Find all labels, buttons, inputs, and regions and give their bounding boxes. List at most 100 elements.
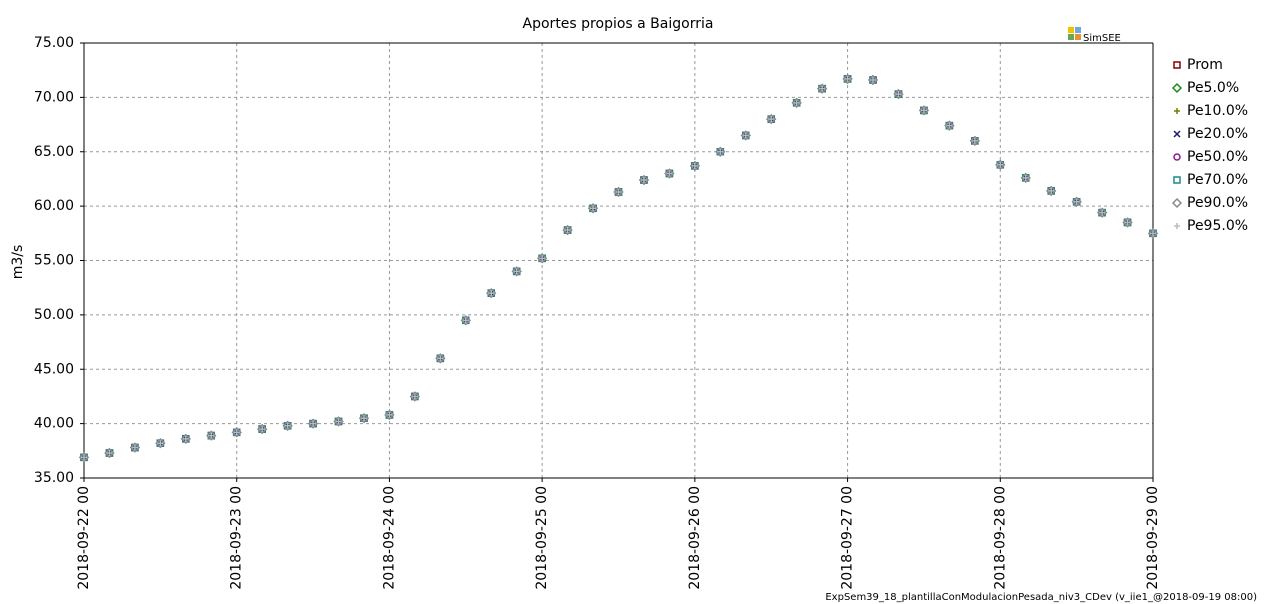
data-point <box>411 393 418 400</box>
data-point <box>564 227 571 234</box>
y-tick-label: 50.00 <box>34 307 74 323</box>
x-tick-label: 2018-09-25 00 <box>534 486 550 590</box>
legend-label: Prom <box>1187 57 1223 73</box>
x-tick-label: 2018-09-24 00 <box>381 486 397 590</box>
data-point <box>1071 196 1082 207</box>
data-point <box>233 429 240 436</box>
x-tick-label: 2018-09-29 00 <box>1145 486 1161 590</box>
data-point <box>946 122 953 129</box>
data-point <box>208 432 215 439</box>
data-point <box>488 290 495 297</box>
data-point <box>310 420 317 427</box>
data-point <box>893 89 904 100</box>
data-point <box>1097 207 1108 218</box>
data-point <box>333 416 344 427</box>
data-point <box>1122 217 1133 228</box>
data-point <box>717 148 724 155</box>
x-tick-label: 2018-09-28 00 <box>992 486 1008 590</box>
legend-marker <box>1173 130 1181 138</box>
data-point <box>155 438 166 449</box>
data-point <box>384 409 395 420</box>
y-tick-label: 75.00 <box>34 35 74 51</box>
data-point <box>106 449 113 456</box>
y-tick-label: 70.00 <box>34 89 74 105</box>
data-point <box>638 174 650 186</box>
data-point <box>129 442 140 453</box>
data-point <box>1150 230 1156 237</box>
data-point <box>562 224 573 236</box>
y-tick-label: 65.00 <box>34 144 74 160</box>
data-point <box>613 186 624 198</box>
data-point <box>409 391 420 402</box>
data-point <box>817 83 828 94</box>
data-point <box>104 447 115 459</box>
data-point <box>615 188 622 195</box>
data-point <box>867 74 879 86</box>
data-point <box>335 418 342 425</box>
data-point <box>895 91 902 98</box>
data-point <box>944 120 955 131</box>
data-point <box>257 424 268 435</box>
data-point <box>259 426 266 433</box>
data-point <box>666 170 673 177</box>
legend-marker <box>1174 108 1180 114</box>
chart-title: Aportes propios a Baigorria <box>523 16 714 32</box>
data-point <box>206 430 217 441</box>
y-axis-label: m3/s <box>10 245 26 280</box>
data-point <box>742 132 749 139</box>
y-tick-label: 45.00 <box>34 361 74 377</box>
data-point <box>537 253 548 264</box>
legend-label: Pe70.0% <box>1187 172 1248 188</box>
data-point <box>740 130 751 141</box>
data-point <box>1048 187 1055 194</box>
data-point <box>766 114 777 125</box>
data-point <box>590 205 597 212</box>
data-point <box>920 107 927 114</box>
data-point <box>81 454 87 461</box>
data-point <box>768 116 775 123</box>
data-point <box>689 160 700 171</box>
data-point <box>791 97 802 108</box>
data-point <box>360 415 367 422</box>
data-point <box>282 420 293 431</box>
x-tick-label: 2018-09-26 00 <box>687 486 703 590</box>
logo-square <box>1068 27 1074 33</box>
data-point <box>486 288 497 299</box>
legend-marker <box>1173 61 1181 69</box>
legend-label: Pe95.0% <box>1187 218 1248 234</box>
data-point <box>969 135 980 146</box>
data-point <box>284 422 291 429</box>
legend-marker <box>1171 197 1183 209</box>
legend-marker <box>1173 176 1181 184</box>
data-point <box>157 440 164 447</box>
data-point <box>308 418 319 429</box>
x-tick-label: 2018-09-27 00 <box>840 486 856 590</box>
data-point <box>462 317 469 324</box>
y-tick-label: 35.00 <box>34 470 74 486</box>
y-tick-label: 40.00 <box>34 416 74 432</box>
data-point <box>437 355 444 362</box>
data-point <box>793 99 800 106</box>
legend-marker <box>1173 153 1181 161</box>
data-point <box>386 411 393 418</box>
data-point <box>1124 219 1131 226</box>
legend-label: Pe10.0% <box>1187 103 1248 119</box>
data-point <box>182 435 189 442</box>
data-point <box>1099 209 1106 216</box>
data-point <box>358 413 370 424</box>
legend-label: Pe50.0% <box>1187 149 1248 165</box>
y-tick-label: 55.00 <box>34 253 74 269</box>
data-point <box>511 266 522 277</box>
data-point <box>78 452 90 463</box>
legend-label: Pe20.0% <box>1187 126 1248 142</box>
footer: ExpSem39_18_plantillaConModulacionPesada… <box>825 592 1257 603</box>
data-point <box>691 162 698 169</box>
data-point <box>664 168 675 179</box>
x-tick-label: 2018-09-22 00 <box>76 486 92 590</box>
logo-square <box>1075 34 1081 40</box>
data-point <box>971 137 978 144</box>
data-point <box>819 85 826 92</box>
data-point <box>231 427 242 438</box>
x-tick-label: 2018-09-23 00 <box>229 486 245 590</box>
